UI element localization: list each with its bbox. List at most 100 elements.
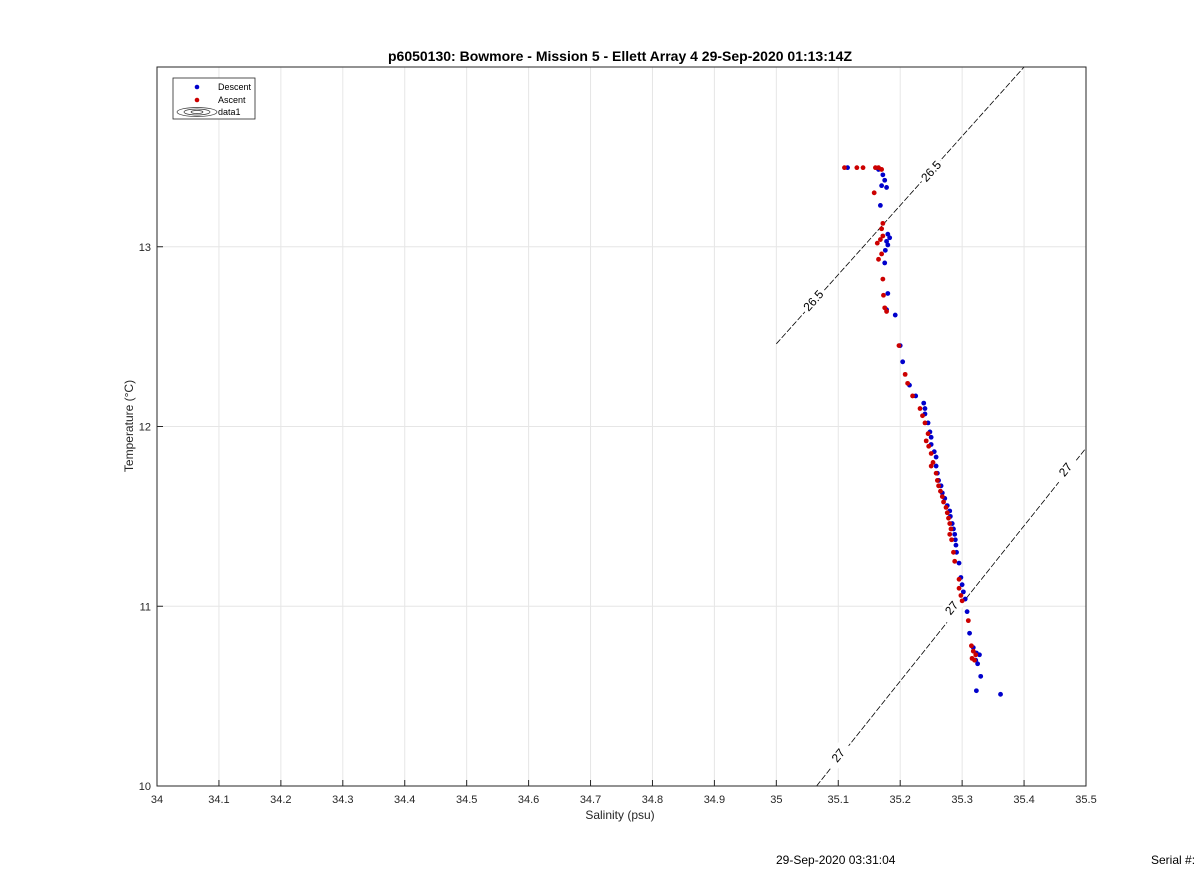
- y-tick-label: 13: [139, 242, 151, 254]
- chart-title: p6050130: Bowmore - Mission 5 - Ellett A…: [388, 48, 852, 64]
- descent-point: [933, 454, 939, 460]
- descent-point: [885, 231, 891, 237]
- x-tick-label: 35.5: [1075, 794, 1096, 806]
- ascent-point: [874, 240, 880, 246]
- descent-point: [921, 400, 927, 406]
- ascent-point: [928, 463, 934, 469]
- descent-point: [978, 673, 984, 679]
- x-tick-label: 34.8: [642, 794, 663, 806]
- descent-point: [877, 203, 883, 208]
- contour-label-bg: [915, 155, 947, 188]
- x-tick-label: 35: [770, 794, 782, 806]
- ascent-point: [896, 343, 902, 349]
- ascent-point: [930, 460, 936, 465]
- descent-point: [973, 688, 979, 694]
- ascent-point: [951, 549, 956, 555]
- x-tick-label: 34.7: [580, 794, 601, 806]
- ascent-point: [860, 165, 866, 171]
- ascent-point: [905, 380, 911, 386]
- descent-point: [959, 582, 965, 588]
- descent-point: [960, 589, 966, 595]
- descent-point: [922, 406, 928, 411]
- x-tick-label: 34.6: [518, 794, 539, 806]
- descent-point: [887, 235, 893, 241]
- ascent-point: [972, 657, 977, 663]
- descent-point: [964, 609, 970, 615]
- ascent-point: [926, 443, 932, 449]
- ascent-point: [920, 413, 925, 419]
- ascent-point: [943, 504, 949, 510]
- ascent-point: [928, 451, 934, 456]
- contour-label-bg: [936, 592, 967, 624]
- ascent-point: [854, 165, 860, 171]
- ascent-point: [958, 593, 964, 598]
- descent-point: [967, 630, 972, 636]
- ascent-point: [944, 510, 950, 516]
- descent-point: [952, 537, 958, 543]
- grid: [156, 67, 1087, 787]
- x-tick-label: 34.4: [394, 794, 415, 806]
- ascent-point: [970, 648, 976, 654]
- x-tick-label: 34.9: [704, 794, 725, 806]
- legend-ascent-label: Ascent: [218, 95, 246, 105]
- ascent-point: [933, 470, 939, 476]
- ascent-point: [965, 618, 971, 624]
- ascent-point: [884, 309, 889, 314]
- ascent-point: [925, 431, 931, 437]
- descent-point: [885, 291, 891, 296]
- y-axis-label: Temperature (°C): [122, 380, 136, 472]
- ascent-point: [947, 521, 953, 526]
- descent-point: [953, 542, 959, 548]
- legend-contour-icon: [176, 107, 218, 117]
- ascent-point: [880, 276, 886, 282]
- axis-ticks: 34 34.1 34.2 34.3 34.4 34.5 34.6 34.7 34.8 34.9 35…: [139, 242, 1097, 806]
- ascent-point: [956, 576, 962, 582]
- descent-point: [998, 691, 1003, 697]
- descent-point: [892, 312, 898, 318]
- legend-box: [172, 77, 256, 120]
- descent-point: [882, 260, 888, 266]
- descent-point: [975, 661, 981, 667]
- ascent-point: [959, 598, 965, 604]
- x-tick-label: 34.3: [332, 794, 353, 806]
- ascent-point: [949, 537, 955, 543]
- contour-label-bg: [1050, 453, 1081, 486]
- x-axis-label: Salinity (psu): [585, 808, 654, 822]
- ascent-point: [938, 488, 943, 494]
- ascent-point: [934, 478, 940, 483]
- footer-serial-label: Serial #:: [1151, 853, 1196, 867]
- ascent-point: [973, 652, 979, 658]
- legend: Descent Ascent data1: [172, 77, 256, 120]
- legend-ascent-marker: [194, 97, 200, 103]
- descent-point: [933, 463, 939, 469]
- ascent-point: [882, 305, 888, 311]
- x-tick-label: 34.1: [208, 794, 229, 806]
- data-points: [842, 165, 1003, 697]
- contour-label-bg: [798, 284, 829, 317]
- ascent-point: [969, 643, 974, 649]
- x-tick-label: 35.2: [889, 794, 910, 806]
- contour-label-bg: [823, 739, 854, 772]
- x-tick-label: 34: [151, 794, 163, 806]
- ascent-point: [879, 226, 885, 232]
- ascent-point: [923, 438, 929, 444]
- ascent-point: [939, 494, 945, 500]
- descent-point: [885, 242, 891, 248]
- x-tick-label: 35.1: [828, 794, 849, 806]
- x-tick-label: 35.4: [1013, 794, 1034, 806]
- ascent-point: [936, 483, 941, 489]
- ascent-point: [947, 531, 953, 537]
- ascent-point: [871, 190, 877, 196]
- legend-descent-label: Descent: [218, 82, 252, 92]
- ascent-point: [877, 237, 883, 242]
- descent-point: [882, 247, 888, 253]
- descent-point: [880, 172, 886, 178]
- y-tick-label: 10: [139, 781, 151, 793]
- ascent-point: [922, 420, 928, 426]
- ascent-point: [879, 167, 885, 172]
- ascent-point: [880, 220, 886, 226]
- ascent-point: [879, 251, 885, 257]
- ascent-point: [902, 371, 908, 377]
- ascent-point: [952, 558, 958, 564]
- descent-point: [928, 434, 934, 440]
